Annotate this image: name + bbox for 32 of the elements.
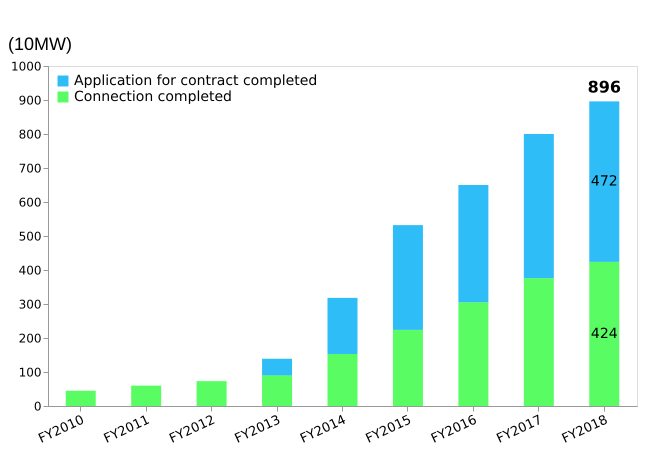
bar: [458, 185, 488, 302]
y-tick-label: 400: [18, 264, 42, 278]
legend-label: Connection completed: [74, 89, 232, 105]
bar: [589, 101, 620, 262]
bar: [392, 330, 423, 406]
data-label: 472: [590, 174, 618, 190]
bar: [262, 358, 292, 376]
y-tick-label: 300: [18, 298, 42, 312]
y-tick-label: 600: [18, 196, 42, 210]
bar: [328, 298, 358, 354]
bar: [262, 375, 292, 406]
bar: [131, 386, 162, 406]
bar: [589, 262, 620, 406]
data-label: 424: [590, 326, 618, 342]
bar: [66, 390, 96, 406]
y-tick-label: 100: [18, 366, 42, 380]
bar: [458, 302, 488, 406]
y-tick-label: 500: [18, 230, 42, 244]
y-tick-label: 800: [18, 128, 42, 142]
y-tick-label: 700: [18, 162, 42, 176]
y-tick-label: 200: [18, 332, 42, 346]
bar: [524, 278, 554, 406]
y-tick-label: 1000: [10, 60, 42, 74]
legend-label: Application for contract completed: [74, 73, 318, 89]
bar: [524, 134, 554, 278]
total-label: 896: [588, 77, 621, 96]
y-tick-label: 0: [34, 400, 42, 414]
bar: [328, 354, 358, 406]
y-axis-title: (10MW): [8, 34, 72, 54]
bar: [196, 381, 227, 406]
y-tick-label: 900: [18, 94, 42, 108]
bar: [392, 225, 423, 330]
